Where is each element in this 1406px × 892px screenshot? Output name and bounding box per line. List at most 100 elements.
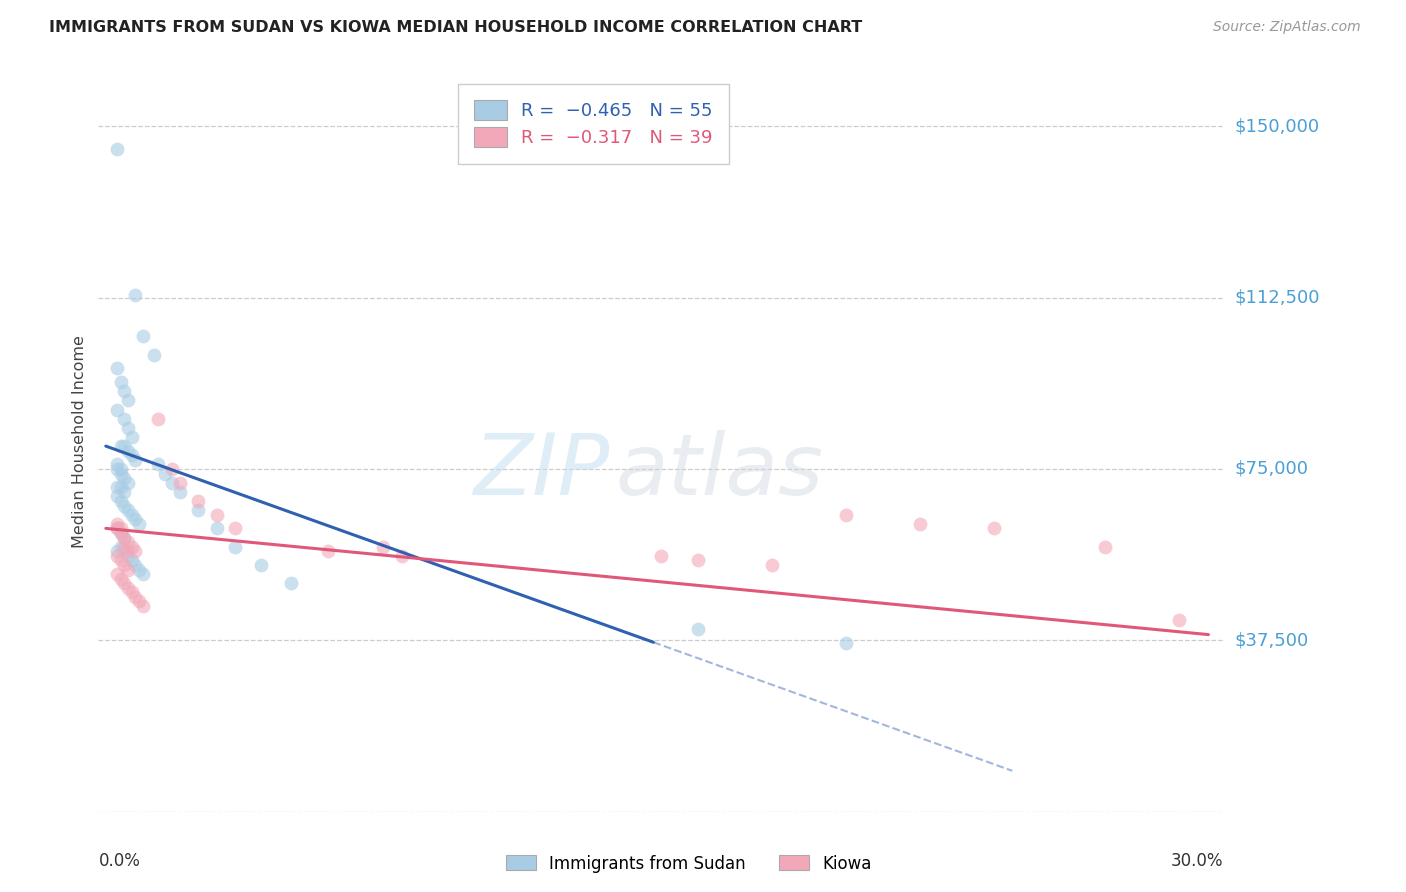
Text: ZIP: ZIP [474,430,610,513]
Point [117,562,139,576]
Text: 30.0%: 30.0% [1171,853,1223,871]
Point [132,329,155,343]
Point [280,576,302,591]
Text: $37,500: $37,500 [1234,632,1309,649]
Text: $150,000: $150,000 [1234,117,1319,136]
Point [112,544,135,558]
Point [224,521,246,535]
Point [128,516,150,531]
Point [112,499,135,513]
Point [169,475,191,490]
Point [162,475,184,490]
Point [110,540,132,554]
Point [105,489,128,503]
Point [112,384,135,399]
Point [391,549,413,563]
Point [110,439,132,453]
Point [117,535,139,549]
Point [146,411,169,425]
Legend: R =  −0.465   N = 55, R =  −0.317   N = 39: R = −0.465 N = 55, R = −0.317 N = 39 [458,84,728,163]
Point [250,558,273,572]
Point [112,484,135,499]
Point [117,475,139,490]
Point [105,462,128,476]
Point [187,494,209,508]
Point [1094,540,1116,554]
Legend: Immigrants from Sudan, Kiowa: Immigrants from Sudan, Kiowa [499,848,879,880]
Point [110,375,132,389]
Point [908,516,931,531]
Point [105,402,128,417]
Point [121,508,143,522]
Point [117,581,139,595]
Point [187,503,209,517]
Point [373,540,395,554]
Point [110,494,132,508]
Point [105,521,128,535]
Point [112,471,135,485]
Point [112,540,135,554]
Point [835,635,858,649]
Point [117,443,139,458]
Point [112,531,135,545]
Point [205,521,228,535]
Point [110,553,132,567]
Point [142,348,165,362]
Point [105,516,128,531]
Point [121,448,143,462]
Text: 0.0%: 0.0% [98,853,141,871]
Point [132,567,155,582]
Point [124,512,146,526]
Point [117,503,139,517]
Text: IMMIGRANTS FROM SUDAN VS KIOWA MEDIAN HOUSEHOLD INCOME CORRELATION CHART: IMMIGRANTS FROM SUDAN VS KIOWA MEDIAN HO… [49,20,862,35]
Point [132,599,155,613]
Point [117,549,139,563]
Point [110,572,132,586]
Point [117,544,139,558]
Point [112,576,135,591]
Text: atlas: atlas [616,430,824,513]
Point [105,544,128,558]
Point [110,525,132,540]
Point [1167,613,1189,627]
Text: Source: ZipAtlas.com: Source: ZipAtlas.com [1213,20,1361,34]
Point [105,549,128,563]
Point [121,540,143,554]
Point [121,585,143,599]
Point [110,462,132,476]
Point [124,544,146,558]
Point [112,439,135,453]
Point [117,421,139,435]
Point [650,549,672,563]
Point [686,553,709,567]
Point [205,508,228,522]
Text: $75,000: $75,000 [1234,460,1309,478]
Point [124,558,146,572]
Point [105,361,128,376]
Y-axis label: Median Household Income: Median Household Income [72,335,87,548]
Text: $112,500: $112,500 [1234,289,1320,307]
Point [124,288,146,302]
Point [128,562,150,576]
Point [983,521,1005,535]
Point [153,467,176,481]
Point [112,411,135,425]
Point [121,430,143,444]
Point [124,590,146,604]
Point [162,462,184,476]
Point [686,622,709,636]
Point [121,553,143,567]
Point [105,521,128,535]
Point [112,531,135,545]
Point [224,540,246,554]
Point [146,458,169,472]
Point [124,452,146,467]
Point [105,458,128,472]
Point [761,558,783,572]
Point [110,480,132,494]
Point [105,480,128,494]
Point [110,521,132,535]
Point [117,393,139,408]
Point [316,544,339,558]
Point [835,508,858,522]
